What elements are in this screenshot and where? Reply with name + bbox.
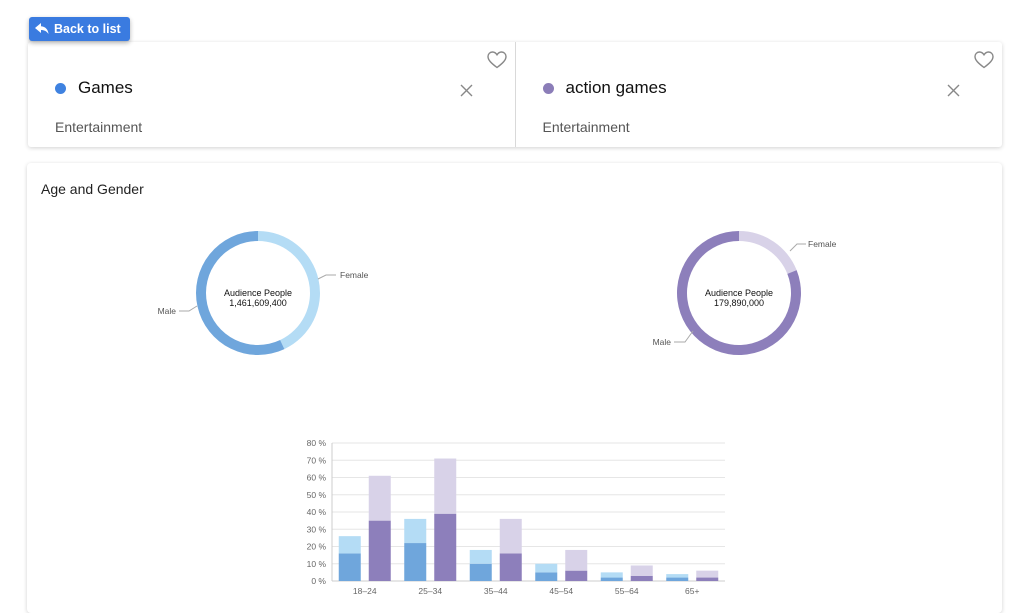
bar-y-tick: 20 % [307, 542, 327, 552]
donut-slice-female [739, 231, 797, 274]
donut-slice-male [195, 231, 285, 355]
bar-games-female [338, 536, 361, 554]
back-to-list-label: Back to list [54, 22, 121, 36]
donut-center-label: Audience People [705, 288, 773, 298]
topic-category: Entertainment [542, 119, 630, 135]
bar-action-male [368, 520, 391, 581]
bar-y-tick: 30 % [307, 524, 327, 534]
section-title: Age and Gender [41, 181, 144, 197]
topic-card-action-games: action games Entertainment [514, 42, 1003, 147]
bar-y-tick: 60 % [307, 473, 327, 483]
topic-category: Entertainment [55, 119, 143, 135]
bar-games-female [666, 574, 689, 578]
bar-games-male [666, 577, 689, 581]
donut-label-line [179, 305, 198, 312]
close-icon[interactable] [947, 84, 960, 102]
bar-action-female [434, 458, 457, 514]
bar-games-female [600, 572, 623, 578]
topic-title: Games [78, 78, 133, 97]
reply-arrow-icon [35, 23, 49, 35]
topic-color-dot [542, 83, 554, 94]
bar-games-male [404, 543, 427, 581]
compare-topics-bar: Games Entertainment action games Enterta… [28, 42, 1002, 147]
heart-icon[interactable] [486, 51, 507, 74]
bar-action-male [499, 553, 522, 581]
donut-center-value: 179,890,000 [714, 298, 764, 308]
donut-label-male: Male [158, 306, 177, 316]
bar-games-male [535, 572, 558, 581]
donut-label-line [317, 274, 336, 280]
bar-action-female [565, 549, 588, 571]
bar-action-female [499, 518, 522, 554]
bar-games-male [600, 577, 623, 581]
donut-label-line [674, 330, 694, 343]
bar-y-tick: 10 % [307, 559, 327, 569]
bar-action-female [368, 475, 391, 521]
bar-action-male [630, 575, 653, 581]
bar-action-male [696, 577, 719, 581]
donut-label-line [789, 243, 806, 252]
heart-icon[interactable] [974, 51, 994, 74]
bar-games-female [469, 549, 492, 564]
bar-games-female [404, 518, 427, 544]
bar-games-male [338, 553, 361, 581]
age-gender-charts: Audience People1,461,609,400FemaleMaleAu… [158, 231, 837, 596]
topic-color-dot [55, 83, 66, 94]
topic-title: action games [565, 78, 667, 97]
bar-games-female [535, 563, 558, 573]
bar-y-tick: 0 % [311, 576, 326, 586]
donut-label-female: Female [808, 239, 837, 249]
bar-action-male [434, 513, 457, 581]
donut-center-value: 1,461,609,400 [229, 298, 287, 308]
bar-y-tick: 40 % [307, 507, 327, 517]
bar-x-tick: 65+ [685, 586, 699, 596]
bar-action-female [630, 565, 653, 576]
topic-card-games: Games Entertainment [28, 42, 515, 147]
close-icon[interactable] [460, 84, 473, 102]
bar-y-tick: 70 % [307, 455, 327, 465]
donut-slice-female [258, 231, 320, 350]
donut-label-male: Male [653, 337, 672, 347]
back-to-list-button[interactable]: Back to list [29, 17, 130, 41]
bar-games-male [469, 563, 492, 581]
donut-center-label: Audience People [224, 288, 292, 298]
bar-x-tick: 18–24 [353, 586, 377, 596]
bar-x-tick: 25–34 [418, 586, 442, 596]
bar-x-tick: 45–54 [549, 586, 573, 596]
age-gender-card: Age and Gender Audience People 1,461,609,… [27, 163, 1002, 613]
bar-x-tick: 55–64 [615, 586, 639, 596]
bar-y-tick: 80 % [307, 438, 327, 448]
bar-y-tick: 50 % [307, 490, 327, 500]
bar-action-female [696, 570, 719, 578]
bar-action-male [565, 570, 588, 581]
bar-x-tick: 35–44 [484, 586, 508, 596]
donut-label-female: Female [340, 270, 369, 280]
